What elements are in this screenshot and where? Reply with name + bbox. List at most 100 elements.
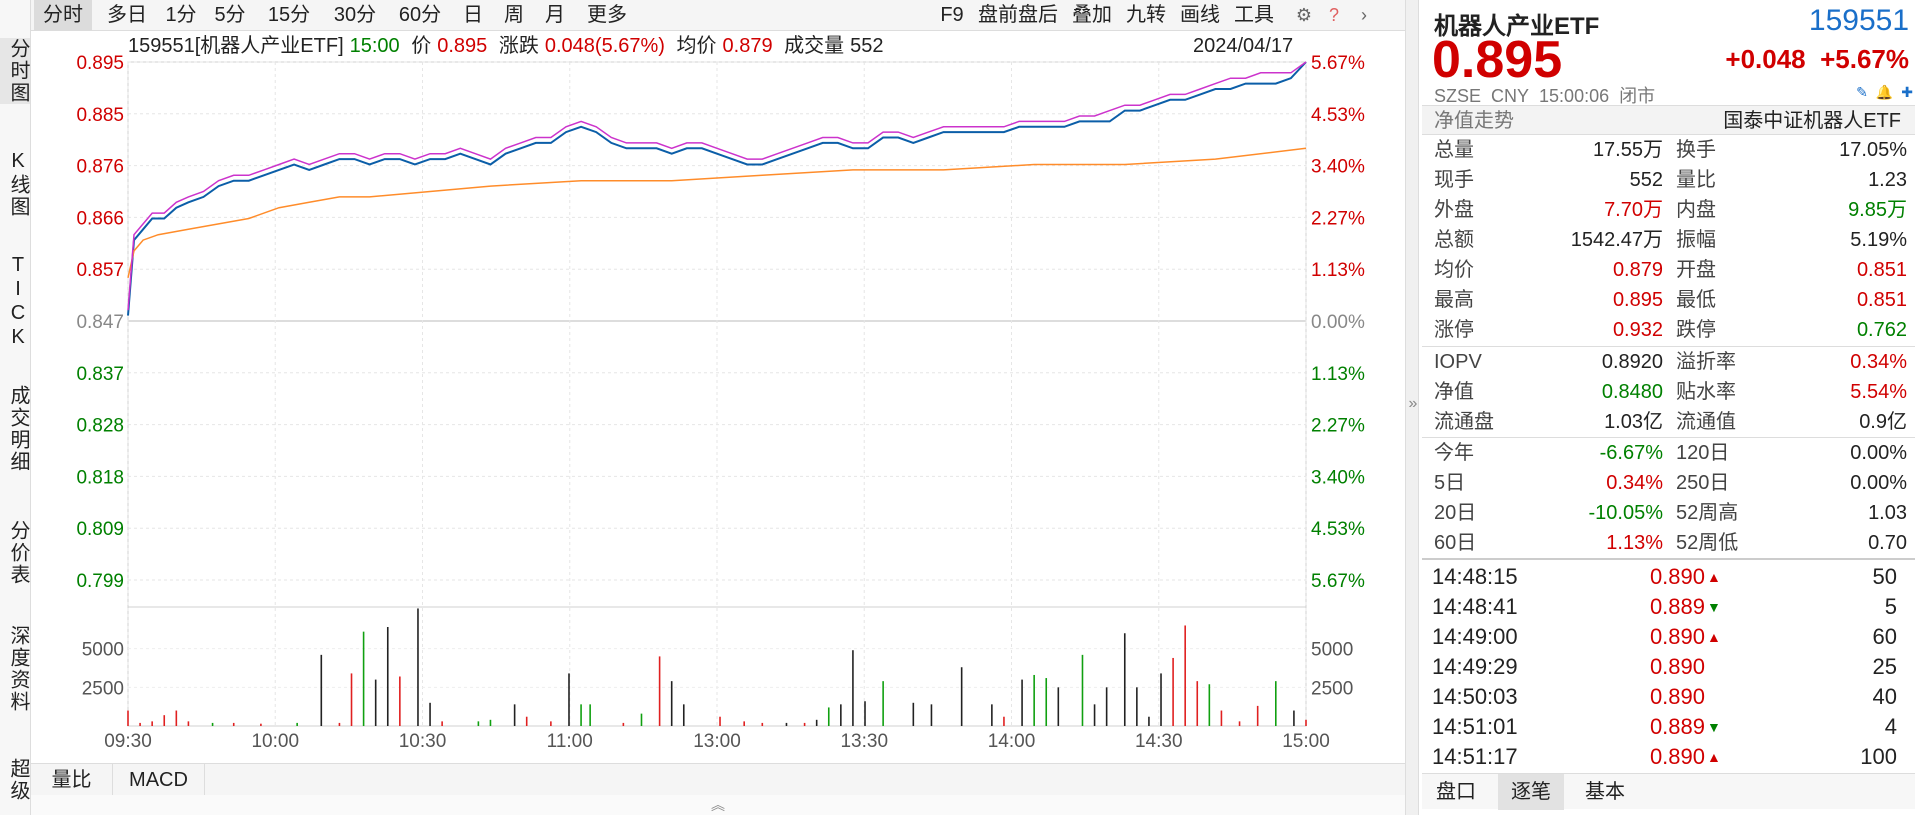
- chevron-up-icon: ︽: [711, 797, 725, 813]
- trade-price: 0.890: [1649, 684, 1705, 709]
- f9-button[interactable]: F9: [940, 4, 964, 26]
- quote-label: 现手: [1434, 169, 1474, 191]
- tab-volume-ratio[interactable]: 量比: [31, 764, 113, 796]
- quote-value: 17.55万: [1592, 139, 1663, 161]
- quote-panel: 机器人产业ETF 159551 0.895 +0.048 +5.67% SZSE…: [1420, 0, 1919, 815]
- price-tick-label: 0.895: [76, 53, 124, 74]
- period-multiday[interactable]: 多日: [107, 4, 147, 26]
- draw-line-button[interactable]: 画线: [1180, 4, 1220, 26]
- quote-value: -6.67%: [1599, 442, 1663, 464]
- chevron-double-right-icon[interactable]: »: [1408, 395, 1418, 412]
- quote-label: 贴水率: [1676, 381, 1736, 403]
- price-tick-label: 0.885: [76, 105, 124, 126]
- quote-value: 0.932: [1612, 319, 1663, 341]
- period-30min[interactable]: 30分: [333, 4, 377, 26]
- side-tab-price-table[interactable]: 分价表: [7, 520, 29, 586]
- arrow-down-icon: ▼: [1707, 719, 1721, 735]
- pct-tick-label: 3.40%: [1311, 157, 1365, 178]
- pct-tick-label: 3.40%: [1311, 467, 1365, 488]
- period-60min[interactable]: 60分: [398, 4, 442, 26]
- quote-row: 最高 0.895 最低 0.851: [1422, 285, 1915, 315]
- tab-macd[interactable]: MACD: [113, 764, 205, 796]
- chevron-right-icon[interactable]: ›: [1361, 5, 1367, 25]
- side-tab-tick[interactable]: TICK: [7, 254, 29, 350]
- quote-row: 现手 552 量比 1.23: [1422, 165, 1915, 195]
- quote-label: 最高: [1434, 289, 1474, 311]
- quote-value: 1542.47万: [1570, 229, 1663, 251]
- chart-toolbar: 分时 多日 1分 5分 15分 30分 60分 日 周 月 更多 F9 盘前盘后…: [31, 0, 1405, 31]
- side-tab-intraday[interactable]: 分时图: [0, 38, 30, 104]
- chart-info-line: 159551[机器人产业ETF] 15:00 价 0.895 涨跌 0.048(5.6…: [128, 33, 890, 59]
- arrow-up-icon: ▲: [1707, 749, 1721, 765]
- quote-label: 总量: [1434, 139, 1474, 161]
- price-tick-label: 0.828: [76, 416, 124, 437]
- tools-button[interactable]: 工具: [1234, 4, 1274, 26]
- bell-icon[interactable]: 🔔: [1875, 84, 1894, 100]
- period-intraday[interactable]: 分时: [34, 0, 92, 31]
- overlay-button[interactable]: 叠加: [1072, 4, 1112, 26]
- volume-tick-label: 5000: [82, 640, 124, 661]
- time-tick-label: 15:00: [1282, 731, 1330, 752]
- plus-icon[interactable]: ✚: [1901, 84, 1913, 100]
- side-tab-trade-detail[interactable]: 成交明细: [7, 385, 29, 473]
- tab-basic[interactable]: 基本: [1585, 781, 1625, 803]
- side-tab-super[interactable]: 超级: [7, 758, 29, 802]
- trade-row: 14:51:01 0.889 ▼ 4: [1422, 712, 1915, 742]
- period-week[interactable]: 周: [504, 4, 524, 26]
- iopv-line: [127, 61, 1307, 311]
- trade-row: 14:51:17 0.890 ▲ 100: [1422, 742, 1915, 772]
- quote-row: 总额 1542.47万 振幅 5.19%: [1422, 225, 1915, 255]
- trade-row: 14:50:03 0.890 40: [1422, 682, 1915, 712]
- quote-row: 均价 0.879 开盘 0.851: [1422, 255, 1915, 285]
- quote-row: 总量 17.55万 换手 17.05%: [1422, 135, 1915, 165]
- tab-order-book[interactable]: 盘口: [1436, 781, 1476, 803]
- period-1min[interactable]: 1分: [165, 4, 197, 26]
- quote-value: 0.9亿: [1859, 411, 1907, 433]
- gear-icon[interactable]: ⚙: [1295, 5, 1313, 25]
- quote-row: 今年 -6.67% 120日 0.00%: [1422, 438, 1915, 468]
- help-icon[interactable]: ?: [1328, 5, 1339, 25]
- period-more[interactable]: 更多: [587, 4, 627, 26]
- side-tab-kline[interactable]: K线图: [7, 150, 29, 218]
- quote-value: 7.70万: [1604, 199, 1663, 221]
- trade-row: 14:48:15 0.890 ▲ 50: [1422, 562, 1915, 592]
- quote-value: 5.19%: [1850, 229, 1907, 251]
- nav-trend-row[interactable]: 净值走势 国泰中证机器人ETF: [1422, 105, 1915, 135]
- quote-row: 60日 1.13% 52周低 0.70: [1422, 528, 1915, 558]
- panel-divider[interactable]: »: [1405, 0, 1419, 815]
- arrow-down-icon: ▼: [1707, 599, 1721, 615]
- quote-value: 0.879: [1612, 259, 1663, 281]
- quote-row: 20日 -10.05% 52周高 1.03: [1422, 498, 1915, 528]
- period-day[interactable]: 日: [463, 4, 483, 26]
- quote-label: 总额: [1434, 229, 1474, 251]
- info-volume-label: 成交量: [784, 35, 845, 57]
- quote-label: 最低: [1676, 289, 1716, 311]
- divider: [1422, 437, 1915, 438]
- quote-value: -10.05%: [1588, 502, 1664, 524]
- period-month[interactable]: 月: [545, 4, 565, 26]
- panel-icon-group: ✎ 🔔 ✚: [1848, 84, 1913, 101]
- collapse-handle[interactable]: ︽: [31, 795, 1405, 815]
- price-tick-label: 0.866: [76, 208, 124, 229]
- info-avg: 0.879: [722, 35, 773, 57]
- pre-post-market-button[interactable]: 盘前盘后: [978, 4, 1058, 26]
- quote-label: 换手: [1676, 139, 1716, 161]
- quote-label: 60日: [1434, 532, 1477, 554]
- quote-value: 0.34%: [1850, 351, 1907, 373]
- period-5min[interactable]: 5分: [214, 4, 246, 26]
- tab-tick-by-tick[interactable]: 逐笔: [1498, 774, 1564, 810]
- quote-value: 0.851: [1856, 259, 1907, 281]
- trade-time: 14:49:29: [1432, 654, 1518, 679]
- trade-time: 14:49:00: [1432, 624, 1518, 649]
- quote-value: 0.8920: [1601, 351, 1663, 373]
- trade-price: 0.889: [1649, 714, 1705, 739]
- side-tab-depth[interactable]: 深度资料: [7, 625, 29, 713]
- nine-turn-button[interactable]: 九转: [1126, 4, 1166, 26]
- intraday-chart[interactable]: 0.895 5.67% 0.885 4.53% 0.876 3.40% 0.866 2.27%…: [0, 0, 1405, 763]
- quote-value: 0.8480: [1601, 381, 1663, 403]
- trade-volume: 5: [1884, 594, 1897, 619]
- quote-row: 流通盘 1.03亿 流通值 0.9亿: [1422, 407, 1915, 437]
- period-15min[interactable]: 15分: [267, 4, 311, 26]
- volume-tick-label: 2500: [82, 678, 124, 699]
- edit-icon[interactable]: ✎: [1856, 84, 1868, 100]
